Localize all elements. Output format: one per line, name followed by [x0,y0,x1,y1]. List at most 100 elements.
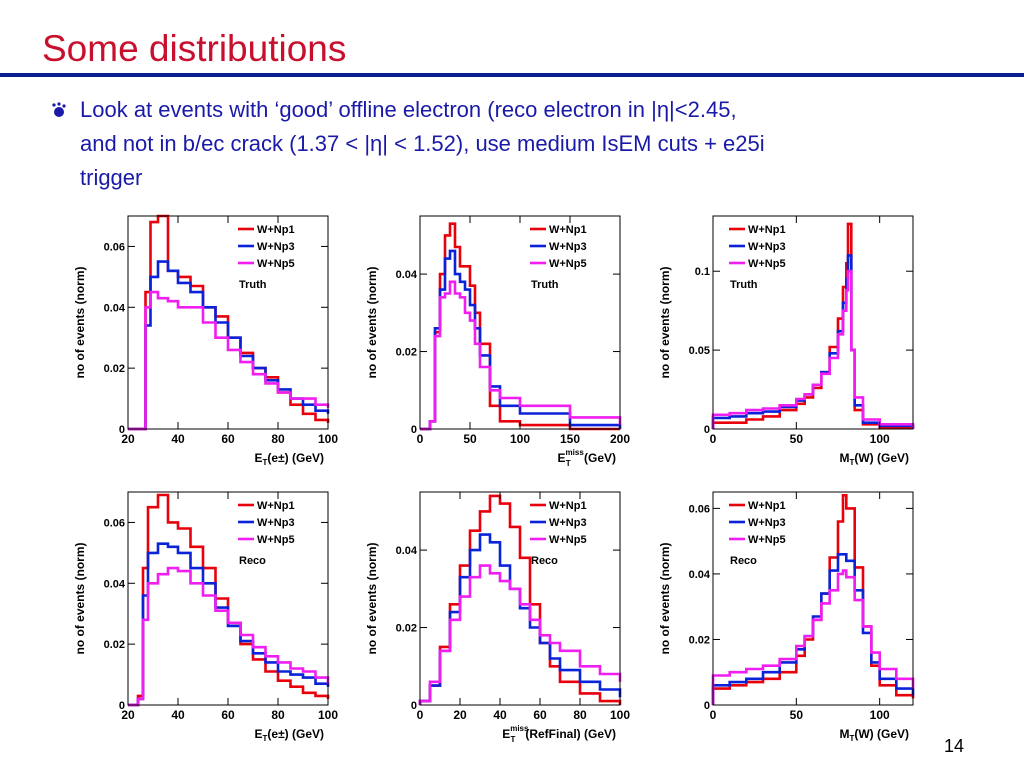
y-axis-label: no of events (norm) [73,266,87,378]
legend-label: W+Np3 [257,517,295,529]
series-line-w-np5 [711,269,915,429]
y-tick-label: 0.04 [104,302,126,314]
plot-mt-reco: 0 50 100 0 0.02 0.04 0.06 no of events (norm) MT… [658,491,915,743]
plot-mt-truth: 0 50 100 0 0.05 0.1 no of events (norm) MT(W) (… [658,215,915,467]
x-tick-label: 100 [318,708,338,722]
x-axis-label: Emiss T (GeV) [558,448,616,468]
y-tick-label: 0 [411,700,417,712]
y-tick-label: 0.02 [104,639,125,651]
y-tick-label: 0.06 [104,241,125,253]
y-tick-label: 0.06 [689,503,710,515]
x-tick-label: 150 [560,432,580,446]
x-tick-label: 80 [271,432,285,446]
x-tick-label: 60 [533,708,547,722]
y-tick-label: 0.04 [104,578,126,590]
x-tick-label: 0 [417,432,424,446]
x-tick-label: 0 [710,708,717,722]
x-tick-label: 80 [573,708,587,722]
legend-label: W+Np5 [748,258,786,270]
y-tick-label: 0 [119,424,125,436]
x-tick-label: 0 [417,708,424,722]
panel-label: Truth [239,279,267,291]
y-tick-label: 0.04 [689,569,711,581]
legend-label: W+Np3 [257,241,295,253]
legend-label: W+Np5 [549,534,587,546]
x-axis-label: MT(W) (GeV) [839,727,909,743]
x-tick-label: 40 [171,708,185,722]
y-axis-label: no of events (norm) [658,266,672,378]
panel-label: Reco [531,555,558,567]
series-line-w-np1 [711,222,915,429]
x-tick-label: 40 [493,708,507,722]
x-tick-label: 50 [463,432,477,446]
y-axis-label: no of events (norm) [365,542,379,654]
y-axis-label: no of events (norm) [73,542,87,654]
legend-label: W+Np1 [748,224,786,236]
title-underline [0,73,1024,77]
slide-title: Some distributions [42,28,347,69]
y-tick-label: 0.02 [396,623,417,635]
legend-label: W+Np1 [257,224,295,236]
legend-label: W+Np1 [549,500,587,512]
x-tick-label: 20 [453,708,467,722]
legend-label: W+Np5 [549,258,587,270]
bullet-line: and not in b/ec crack (1.37 < |η| < 1.52… [80,131,765,156]
legend-label: W+Np3 [748,517,786,529]
y-tick-label: 0.02 [396,347,417,359]
y-tick-label: 0.1 [695,266,710,278]
legend-label: W+Np1 [257,500,295,512]
series-line-w-np3 [128,542,330,707]
panel-label: Reco [239,555,266,567]
legend-label: W+Np5 [257,534,295,546]
x-tick-label: 80 [271,708,285,722]
x-tick-label: 40 [171,432,185,446]
series-line-w-np1 [711,494,915,705]
legend-label: W+Np1 [549,224,587,236]
x-tick-label: 50 [790,708,804,722]
plot-etmiss-truth: 0 50 100 150 200 0 0.02 0.04 no of events (norm)… [365,215,630,468]
plot-et-truth: 20 40 60 80 100 0 0.02 0.04 0.06 no of events (no… [73,214,338,467]
x-tick-label: 20 [121,432,135,446]
series-line-w-np1 [128,214,330,431]
x-tick-label: 200 [610,432,630,446]
x-tick-label: 100 [610,708,630,722]
legend-label: W+Np3 [549,241,587,253]
series-line-w-np1 [418,494,622,705]
x-axis-label: ET(e±) (GeV) [255,451,325,467]
x-tick-label: 60 [221,708,235,722]
legend-label: W+Np5 [257,258,295,270]
panel-label: Truth [531,279,559,291]
x-tick-label: 100 [318,432,338,446]
bullet-line: trigger [80,165,143,190]
legend-label: W+Np3 [549,517,587,529]
x-tick-label: 100 [510,432,530,446]
bullet-text: Look at events with ‘good’ offline elect… [80,93,1000,195]
series-line-w-np5 [128,566,330,707]
x-tick-label: 20 [121,708,135,722]
series-line-w-np5 [711,569,915,705]
bullet-icon [52,102,66,117]
series-line-w-np5 [418,564,622,705]
x-axis-label: ET(e±) (GeV) [255,727,325,743]
legend-label: W+Np5 [748,534,786,546]
panel-label: Reco [730,555,757,567]
bullet-line: Look at events with ‘good’ offline elect… [80,97,737,122]
y-tick-label: 0 [704,424,710,436]
y-tick-label: 0.02 [689,634,710,646]
panel-label: Truth [730,279,758,291]
plot-frame [419,491,621,706]
legend-label: W+Np3 [748,241,786,253]
series-line-w-np5 [420,280,622,431]
y-tick-label: 0.05 [689,345,710,357]
plot-frame [712,491,914,706]
x-axis-label: Emiss T (RefFinal) (GeV) [502,724,616,744]
y-tick-label: 0.02 [104,363,125,375]
y-tick-label: 0 [411,424,417,436]
x-axis-label: MT(W) (GeV) [839,451,909,467]
y-tick-label: 0.04 [396,545,418,557]
y-tick-label: 0 [119,700,125,712]
x-tick-label: 0 [710,432,717,446]
y-axis-label: no of events (norm) [365,266,379,378]
plot-etmiss-reco: 0 20 40 60 80 100 0 0.02 0.04 no of events (norm)… [365,491,630,744]
page-number: 14 [944,736,965,756]
